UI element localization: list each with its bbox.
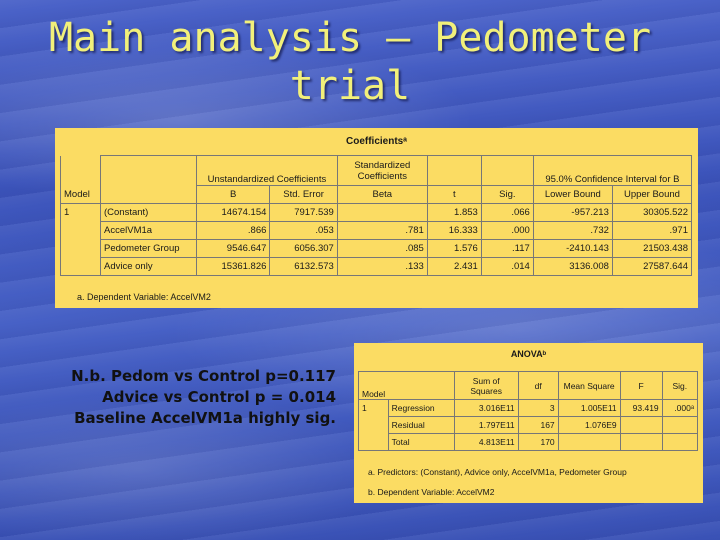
note-line: Baseline AccelVM1a highly sig. — [74, 409, 336, 427]
cell-sig: .066 — [480, 203, 534, 222]
cell-sig — [661, 433, 699, 451]
cell-t: 2.431 — [426, 257, 482, 276]
header-ss: Sum of Squares — [453, 371, 519, 400]
cell-t: 1.853 — [426, 203, 482, 222]
cell-t: 1.576 — [426, 239, 482, 258]
cell-t: 16.333 — [426, 221, 482, 240]
cell-sig — [661, 416, 699, 434]
note-line: N.b. Pedom vs Control p=0.117 — [71, 367, 336, 385]
anova-footnote-a: a. Predictors: (Constant), Advice only, … — [368, 467, 627, 477]
header-std: Standardized Coefficients — [336, 155, 428, 186]
cell-f — [619, 433, 663, 451]
header-ms: Mean Square — [557, 371, 621, 400]
cell-upper: .971 — [611, 221, 693, 240]
header-unstd: Unstandardized Coefficients — [196, 155, 338, 186]
header-sig: Sig. — [480, 185, 534, 204]
slide-title-line1: Main analysis – Pedometer — [48, 15, 652, 61]
cell-se: 6132.573 — [269, 257, 338, 276]
cell-df: 3 — [517, 399, 559, 417]
cell-beta: .133 — [336, 257, 428, 276]
notes-text: N.b. Pedom vs Control p=0.117 Advice vs … — [6, 366, 336, 429]
model-number: 1 — [358, 399, 389, 451]
note-line: Advice vs Control p = 0.014 — [102, 388, 336, 406]
cell-ss: 4.813E11 — [453, 433, 519, 451]
header-b: B — [195, 185, 271, 204]
slide-title-line2: trial — [289, 63, 411, 109]
cell-beta — [336, 203, 428, 222]
cell-b: 9546.647 — [195, 239, 271, 258]
cell-lower: 3136.008 — [532, 257, 613, 276]
cell-se: 6056.307 — [269, 239, 338, 258]
header-f: F — [619, 371, 663, 400]
table-row: 1 Regression 3.016E11 3 1.005E11 93.419 … — [358, 399, 699, 451]
cell-b: 15361.826 — [195, 257, 271, 276]
row-name: Regression — [387, 399, 455, 417]
table-row: Model Sum of Squares df Mean Square F Si… — [358, 371, 699, 400]
anova-footnote-b: b. Dependent Variable: AccelVM2 — [368, 487, 495, 497]
cell-df: 170 — [517, 433, 559, 451]
cell-ss: 3.016E11 — [453, 399, 519, 417]
cell-ms: 1.005E11 — [557, 399, 621, 417]
slide-title: Main analysis – Pedometer trial — [0, 14, 700, 110]
cell-sig: .000 — [480, 221, 534, 240]
cell-f — [619, 416, 663, 434]
cell-beta: .085 — [336, 239, 428, 258]
header-ci: 95.0% Confidence Interval for B — [532, 155, 693, 186]
row-name: Residual — [387, 416, 455, 434]
cell-ms — [557, 433, 621, 451]
table-row: 1 (Constant) 14674.154 7917.539 1.853 .0… — [60, 203, 693, 276]
header-se: Std. Error — [269, 185, 338, 204]
table-row: Total 4.813E11 170 — [359, 433, 699, 451]
header-beta: Beta — [336, 185, 428, 204]
row-name: AccelVM1a — [100, 221, 197, 240]
cell-lower: -957.213 — [532, 203, 613, 222]
table-row: AccelVM1a .866 .053 .781 16.333 .000 .73… — [61, 221, 693, 240]
coefficients-table: Unstandardized Coefficients Standardized… — [60, 155, 693, 276]
cell-upper: 30305.522 — [611, 203, 693, 222]
table-row: Unstandardized Coefficients Standardized… — [60, 155, 693, 186]
anova-table-panel: ANOVAᵇ Model Sum of Squares df Mean Squa… — [354, 343, 703, 503]
cell-ss: 1.797E11 — [453, 416, 519, 434]
row-name: Total — [387, 433, 455, 451]
header-lower: Lower Bound — [532, 185, 613, 204]
coefficients-table-panel: Coefficientsᵃ Unstandardized Coefficient… — [55, 128, 698, 308]
cell-f: 93.419 — [619, 399, 663, 417]
table-row: Residual 1.797E11 167 1.076E9 — [359, 416, 699, 434]
cell-lower: .732 — [532, 221, 613, 240]
cell-upper: 21503.438 — [611, 239, 693, 258]
header-model: Model — [358, 371, 389, 400]
cell-se: .053 — [269, 221, 338, 240]
cell-upper: 27587.644 — [611, 257, 693, 276]
model-number: 1 — [60, 203, 101, 276]
header-sig: Sig. — [661, 371, 699, 400]
anova-caption: ANOVAᵇ — [510, 349, 547, 359]
cell-ms: 1.076E9 — [557, 416, 621, 434]
row-name: (Constant) — [100, 203, 197, 222]
cell-beta: .781 — [336, 221, 428, 240]
table-row: Advice only 15361.826 6132.573 .133 2.43… — [61, 257, 693, 276]
cell-lower: -2410.143 — [532, 239, 613, 258]
table-row: Model B Std. Error Beta t Sig. Lower Bou… — [60, 185, 693, 204]
cell-se: 7917.539 — [269, 203, 338, 222]
cell-sig: .000ᵃ — [661, 399, 699, 417]
coefficients-caption: Coefficientsᵃ — [345, 136, 407, 147]
table-row: Pedometer Group 9546.647 6056.307 .085 1… — [61, 239, 693, 258]
cell-sig: .014 — [480, 257, 534, 276]
cell-df: 167 — [517, 416, 559, 434]
header-model: Model — [60, 185, 101, 204]
cell-b: 14674.154 — [195, 203, 271, 222]
coefficients-footnote: a. Dependent Variable: AccelVM2 — [77, 292, 211, 302]
row-name: Advice only — [100, 257, 197, 276]
header-t: t — [426, 185, 482, 204]
cell-sig: .117 — [480, 239, 534, 258]
anova-table: Model Sum of Squares df Mean Square F Si… — [358, 371, 699, 451]
cell-b: .866 — [195, 221, 271, 240]
header-df: df — [517, 371, 559, 400]
header-upper: Upper Bound — [611, 185, 693, 204]
row-name: Pedometer Group — [100, 239, 197, 258]
